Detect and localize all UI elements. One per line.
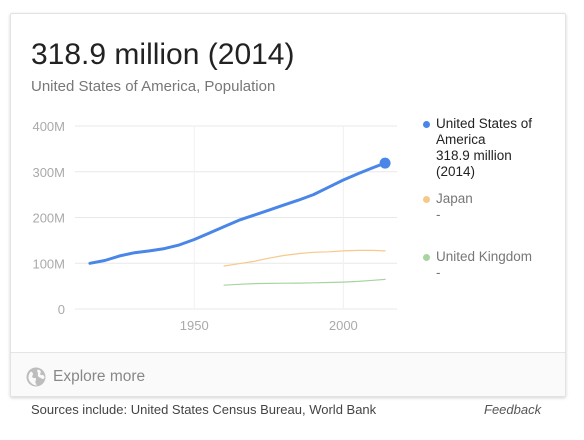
series-line-uk bbox=[223, 278, 386, 286]
x-tick-label: 2000 bbox=[329, 318, 358, 333]
legend-item-uk[interactable]: United Kingdom - bbox=[423, 249, 532, 281]
legend-item-usa[interactable]: United States of America 318.9 million (… bbox=[423, 116, 563, 180]
legend-marker-japan bbox=[423, 196, 430, 203]
series-line-japan bbox=[223, 249, 386, 267]
legend-year-usa: (2014) bbox=[436, 164, 476, 179]
legend-value-japan: - bbox=[436, 207, 441, 222]
explore-more-label: Explore more bbox=[53, 368, 146, 385]
subtitle: United States of America, Population bbox=[31, 78, 276, 95]
legend-item-japan[interactable]: Japan - bbox=[423, 191, 473, 223]
y-tick-label: 0 bbox=[58, 302, 65, 317]
sources-text: Sources include: United States Census Bu… bbox=[31, 402, 377, 417]
legend-name-japan: Japan bbox=[436, 191, 473, 206]
legend-marker-uk bbox=[423, 254, 430, 261]
series-end-marker-usa bbox=[379, 157, 391, 169]
y-tick-label: 200M bbox=[32, 211, 65, 226]
y-tick-label: 400M bbox=[32, 119, 65, 134]
legend-name-usa: United States of America bbox=[436, 116, 533, 147]
y-tick-label: 100M bbox=[32, 256, 65, 271]
globe-icon bbox=[26, 367, 46, 387]
y-tick-label: 300M bbox=[32, 165, 65, 180]
legend-value-uk: - bbox=[436, 265, 441, 280]
legend-value-usa: 318.9 million bbox=[436, 148, 512, 163]
headline: 318.9 million (2014) bbox=[31, 38, 295, 71]
population-chart[interactable]: 0 100M 200M 300M 400M 1950 2000 bbox=[11, 14, 566, 352]
x-tick-label: 1950 bbox=[180, 318, 209, 333]
legend-marker-usa bbox=[423, 121, 430, 128]
explore-more-button[interactable]: Explore more bbox=[25, 366, 145, 388]
population-card: 318.9 million (2014) United States of Am… bbox=[10, 13, 566, 397]
legend-name-uk: United Kingdom bbox=[436, 249, 533, 264]
feedback-link[interactable]: Feedback bbox=[484, 402, 542, 417]
card-footer: Explore more bbox=[11, 352, 565, 396]
series-line-usa bbox=[88, 161, 387, 265]
